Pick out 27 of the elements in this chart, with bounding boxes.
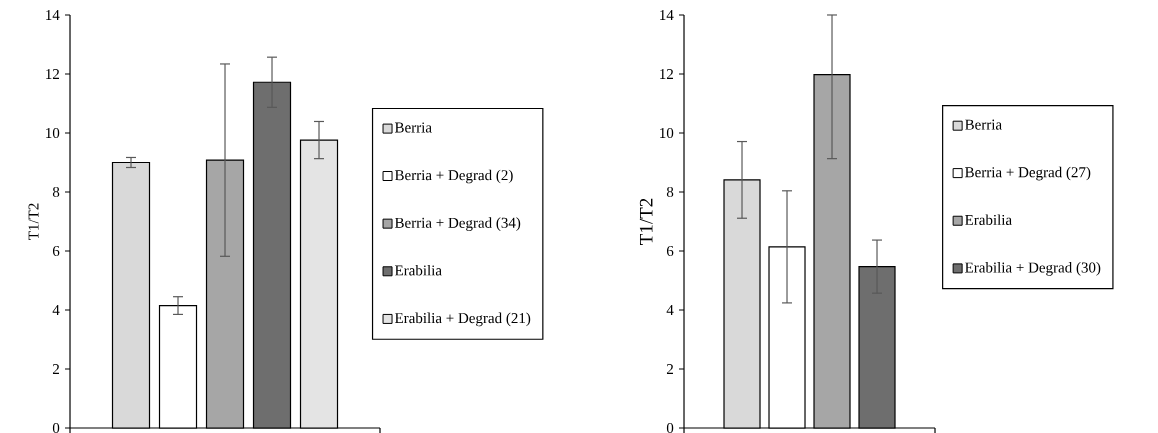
y-tick-label: 10	[660, 127, 674, 139]
y-axis-title: T1/T2	[639, 198, 653, 245]
y-tick-label: 14	[660, 10, 674, 20]
y-tick-label: 8	[52, 186, 60, 198]
legend-label: Berria + Degrad (2)	[394, 169, 513, 184]
legend-label: Erabilia + Degrad (30)	[965, 262, 1101, 276]
y-tick-label: 4	[666, 305, 674, 315]
legend-label: Erabilia	[965, 214, 1012, 225]
y-tick-label: 2	[666, 364, 673, 374]
y-tick-label: 0	[666, 422, 674, 433]
y-tick-label: 2	[52, 364, 59, 374]
y-tick-label: 10	[46, 127, 60, 139]
y-tick-label: 12	[46, 69, 59, 79]
legend-label: Berria + Degrad (27)	[965, 166, 1091, 181]
legend-label: Berria	[965, 119, 1002, 130]
legend-label: Berria + Degrad (34)	[394, 217, 521, 231]
legend-label: Erabilia	[394, 264, 442, 276]
legend-label: Erabilia + Degrad (21)	[394, 312, 531, 327]
y-tick-label: 12	[660, 69, 673, 79]
y-tick-label: 14	[46, 10, 60, 20]
y-tick-label: 6	[52, 245, 60, 257]
legend-label: Berria	[394, 122, 432, 133]
y-tick-label: 6	[666, 245, 674, 257]
y-tick-label: 8	[666, 186, 674, 198]
y-tick-label: 4	[52, 305, 60, 315]
y-tick-label: 0	[52, 422, 60, 433]
y-axis-title: T1/T2	[28, 203, 39, 240]
